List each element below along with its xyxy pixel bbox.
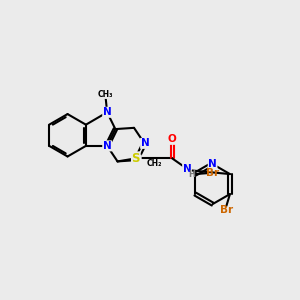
Text: CH₃: CH₃ [98, 90, 113, 99]
Text: O: O [168, 134, 177, 144]
Text: N: N [183, 164, 191, 174]
Text: Br: Br [206, 168, 219, 178]
Text: Br: Br [220, 205, 233, 215]
Text: CH₂: CH₂ [146, 159, 162, 168]
Text: N: N [103, 107, 112, 117]
Text: N: N [208, 159, 217, 169]
Text: N: N [132, 155, 141, 165]
Text: H: H [188, 170, 195, 179]
Text: N: N [141, 138, 149, 148]
Text: S: S [131, 152, 140, 165]
Text: N: N [103, 141, 112, 151]
